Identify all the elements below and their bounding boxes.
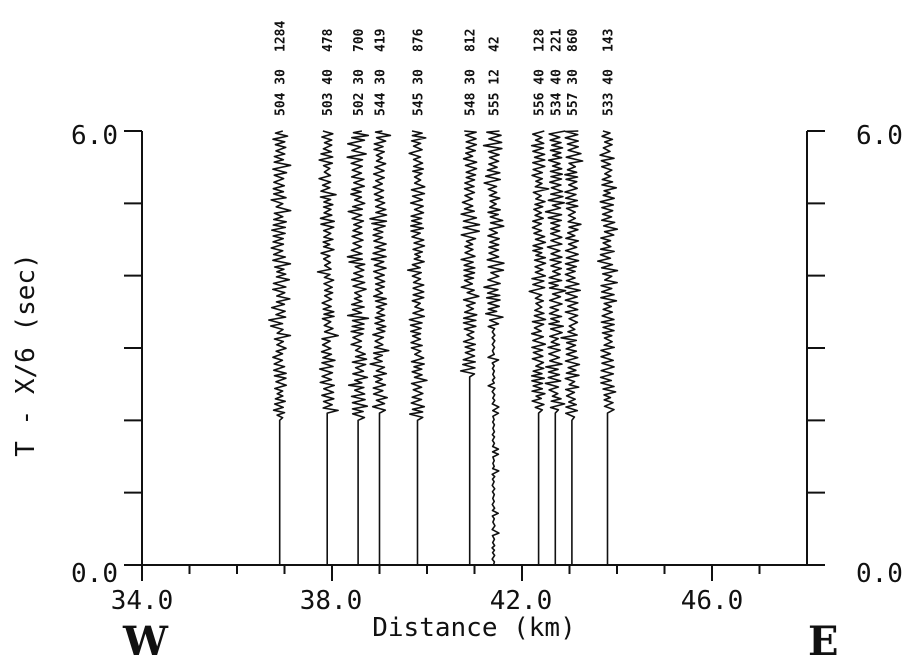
station-lower-label: 556 40	[533, 69, 548, 116]
axes-group	[141, 131, 808, 566]
seismic-trace-502-30	[346, 130, 370, 565]
station-upper-label: 1284	[274, 21, 289, 52]
traces-group	[267, 130, 619, 566]
seismic-trace-533-40	[596, 130, 619, 565]
station-lower-label: 555 12	[488, 69, 503, 116]
station-upper-label: 419	[374, 29, 389, 52]
y-top-right-tick-label: 6.0	[856, 121, 903, 151]
station-lower-label: 548 30	[464, 69, 479, 116]
x-tick-label-42: 42.0	[490, 586, 553, 616]
x-tick-label-34: 34.0	[111, 586, 174, 616]
y-bottom-right-tick-label: 0.0	[856, 559, 903, 589]
x-tick-label-46: 46.0	[681, 586, 744, 616]
station-upper-label: 42	[488, 36, 503, 52]
station-lower-label: 534 40	[549, 69, 564, 116]
east-label: E	[808, 618, 839, 665]
y-axis-label: T - X/6 (sec)	[11, 253, 41, 457]
seismic-trace-555-12	[482, 130, 505, 566]
station-labels-group: 504 30 1284 503 40 478 502 30 700 544 30 419 545…	[274, 21, 617, 116]
seismic-trace-534-40	[544, 130, 567, 565]
y-top-left-tick-label: 6.0	[71, 121, 118, 151]
station-upper-label: 812	[464, 29, 479, 52]
seismic-trace-503-40	[316, 130, 340, 565]
west-label: W	[122, 618, 169, 665]
station-upper-label: 128	[533, 28, 548, 52]
seismic-trace-545-30	[406, 130, 428, 565]
station-lower-label: 503 40	[321, 69, 336, 116]
station-lower-label: 504 30	[274, 69, 289, 116]
station-lower-label: 545 30	[412, 69, 427, 116]
seismic-trace-548-30	[459, 130, 481, 565]
x-axis-label: Distance (km)	[372, 613, 576, 643]
x-tick-label-38: 38.0	[300, 586, 363, 616]
station-lower-label: 533 40	[602, 69, 617, 116]
station-upper-label: 860	[566, 28, 581, 52]
station-upper-label: 221	[549, 28, 564, 52]
station-upper-label: 876	[412, 28, 427, 52]
seismic-trace-556-40	[528, 130, 550, 565]
station-lower-label: 557 30	[566, 69, 581, 116]
station-upper-label: 143	[602, 29, 617, 52]
station-upper-label: 478	[321, 28, 336, 52]
station-upper-label: 700	[352, 28, 367, 52]
ticks-group	[124, 130, 825, 581]
seismic-trace-504-30	[267, 130, 292, 565]
y-bottom-left-tick-label: 0.0	[71, 559, 118, 589]
seismic-trace-557-30	[560, 130, 584, 565]
station-lower-label: 502 30	[352, 69, 367, 116]
seismic-trace-544-30	[369, 130, 392, 565]
station-lower-label: 544 30	[374, 69, 389, 116]
